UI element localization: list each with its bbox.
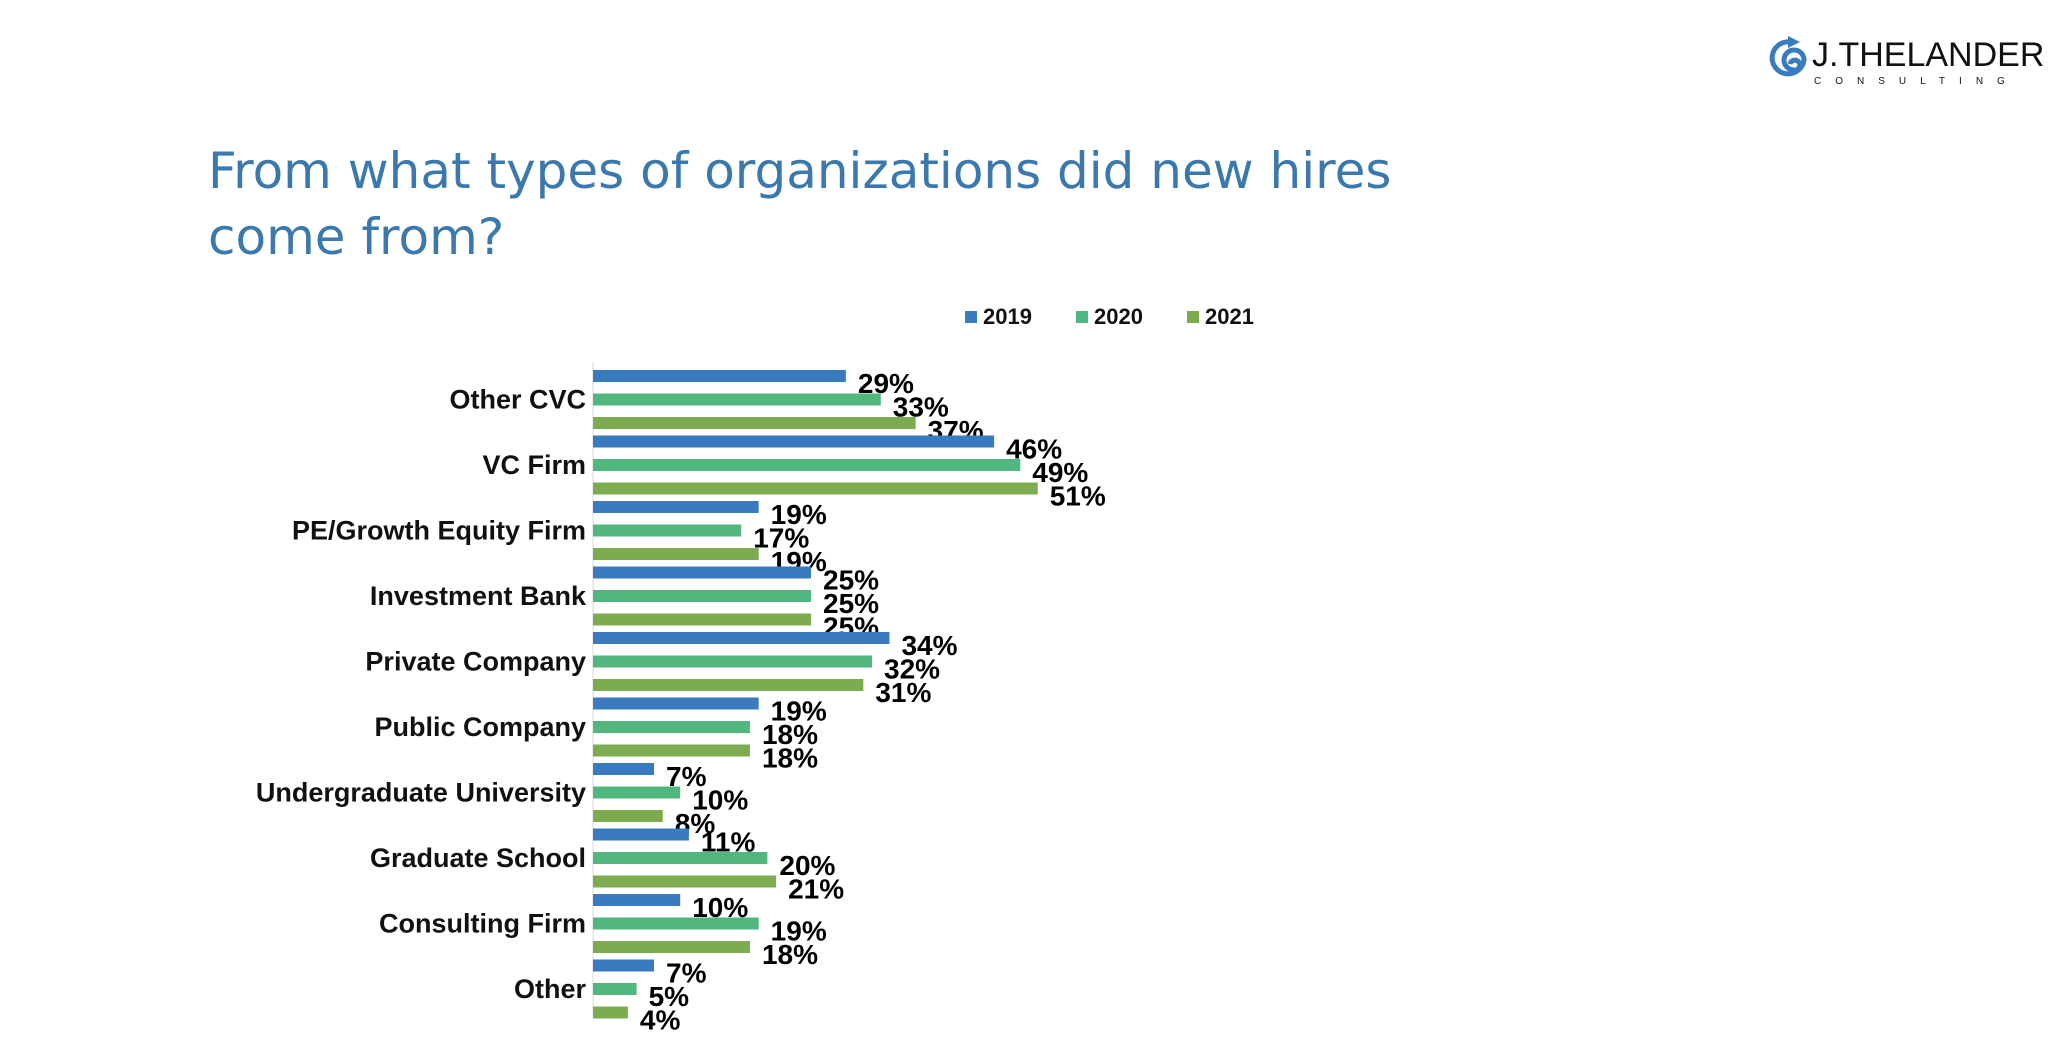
category-label: Other (514, 974, 587, 1004)
legend-label-2021: 2021 (1205, 304, 1254, 329)
page-title: From what types of organizations did new… (208, 142, 1392, 266)
bar-2019 (593, 697, 759, 710)
bar-2021 (593, 548, 759, 560)
data-label-2021: 4% (640, 1005, 681, 1036)
bar-2019 (593, 894, 681, 906)
data-label-2019: 34% (901, 630, 957, 661)
bar-2021 (593, 1006, 628, 1019)
bar-2020 (593, 655, 873, 668)
data-label-2020: 17% (753, 523, 809, 554)
data-label-2019: 19% (771, 696, 827, 727)
bar-2019 (593, 435, 995, 448)
bar-2021 (593, 417, 916, 429)
bar-2021 (593, 482, 1038, 495)
j-thelander-logo: J.THELANDER CONSULTING (1769, 36, 2044, 87)
data-label-2020: 18% (762, 719, 818, 750)
svg-text:CONSULTING: CONSULTING (1814, 76, 2019, 87)
category-label: Consulting Firm (379, 909, 586, 939)
legend-swatch-2019 (965, 311, 977, 323)
bar-2021 (593, 810, 663, 822)
bar-2021 (593, 679, 864, 691)
category-label: Graduate School (370, 843, 586, 873)
bar-2019 (593, 566, 811, 579)
bar-2020 (593, 721, 750, 733)
data-label-2021: 18% (762, 743, 818, 774)
category-label: Private Company (365, 647, 586, 677)
data-label-2021: 21% (788, 874, 844, 905)
bar-2020 (593, 590, 811, 602)
bar-2019 (593, 501, 759, 513)
bar-2019 (593, 763, 655, 775)
category-label: Public Company (374, 712, 586, 742)
bar-2020 (593, 459, 1021, 471)
data-label-2020: 49% (1032, 457, 1088, 488)
legend-label-2019: 2019 (983, 304, 1032, 329)
legend-label-2020: 2020 (1094, 304, 1143, 329)
bar-2019 (593, 370, 846, 382)
bar-2020 (593, 852, 768, 864)
category-label: VC Firm (482, 450, 586, 480)
bar-2020 (593, 983, 637, 995)
data-label-2020: 32% (884, 654, 940, 685)
bar-2020 (593, 393, 881, 406)
data-label-2021: 31% (875, 677, 931, 708)
bar-2021 (593, 744, 750, 757)
data-label-2019: 7% (666, 958, 707, 989)
svg-text:J.THELANDER: J.THELANDER (1812, 36, 2044, 74)
bar-2021 (593, 613, 811, 626)
bar-2019 (593, 632, 890, 644)
bar-2020 (593, 786, 681, 799)
bar-2019 (593, 828, 689, 841)
data-label-2019: 19% (771, 499, 827, 530)
legend-swatch-2021 (1187, 311, 1199, 323)
category-label: Undergraduate University (256, 778, 586, 808)
category-label: Investment Bank (370, 581, 587, 611)
bar-2021 (593, 941, 750, 953)
data-label-2020: 25% (823, 588, 879, 619)
bar-2019 (593, 959, 655, 972)
category-label: PE/Growth Equity Firm (292, 516, 586, 546)
bar-2020 (593, 917, 759, 930)
bar-2020 (593, 524, 742, 537)
category-label: Other CVC (449, 385, 586, 415)
legend-swatch-2020 (1076, 311, 1088, 323)
data-label-2021: 51% (1050, 481, 1106, 512)
bar-2021 (593, 875, 777, 888)
data-label-2020: 20% (779, 850, 835, 881)
data-label-2020: 19% (771, 916, 827, 947)
data-label-2020: 10% (692, 785, 748, 816)
data-label-2021: 18% (762, 939, 818, 970)
data-label-2019: 25% (823, 565, 879, 596)
data-label-2020: 5% (649, 981, 690, 1012)
